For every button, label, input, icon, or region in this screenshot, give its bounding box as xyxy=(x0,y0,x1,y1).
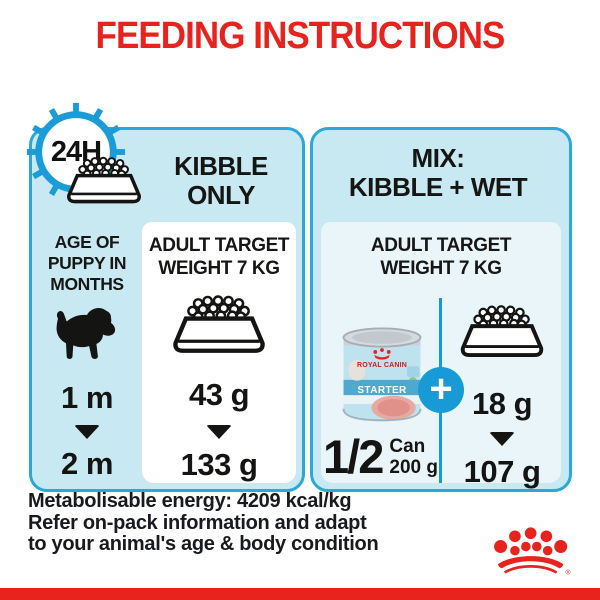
mix-kibble-end-value: 107 g xyxy=(463,454,541,489)
registered-mark: ® xyxy=(565,569,570,577)
footer-note-line3: to your animal's age & body condition xyxy=(28,533,379,555)
royal-canin-crown-logo: ® xyxy=(491,527,573,577)
mix-amount-box: ADULT TARGET WEIGHT 7 KG xyxy=(321,222,561,489)
can-brand-label: ROYAL CANIN xyxy=(356,362,408,369)
age-start-value: 1 m xyxy=(61,380,113,415)
mix-header-line2: KIBBLE + WET xyxy=(348,172,528,202)
age-heading-line3: MONTHS xyxy=(50,274,124,294)
page-title: FEEDING INSTRUCTIONS xyxy=(95,15,506,57)
kibble-bowl-icon xyxy=(62,152,146,216)
wet-amount: 1/2 Can 200 g xyxy=(321,429,440,484)
down-arrow-icon xyxy=(206,425,232,439)
footer-note-line2: Refer on-pack information and adapt xyxy=(28,511,367,534)
bottom-red-bar xyxy=(0,588,600,600)
mix-heading-line2: WEIGHT 7 KG xyxy=(380,258,502,279)
footer-note: Metabolisable energy: 4209 kcal/kg Refer… xyxy=(28,490,458,556)
age-column: AGE OF PUPPY IN MONTHS 1 m 2 m xyxy=(32,222,142,483)
can-unit-label: Can xyxy=(389,435,426,457)
footer-note-line1: Metabolisable energy: 4209 kcal/kg xyxy=(28,490,352,512)
age-column-heading: AGE OF PUPPY IN MONTHS xyxy=(47,232,127,295)
kibble-only-header-line2: ONLY xyxy=(187,180,255,210)
kibble-end-value: 133 g xyxy=(180,447,258,482)
puppy-icon xyxy=(50,307,124,370)
kibble-amount-box: ADULT TARGET WEIGHT 7 KG xyxy=(142,222,296,483)
kibble-start-value: 43 g xyxy=(188,377,250,412)
can-weight-label: 200 g xyxy=(389,456,438,478)
kibble-target-weight-heading: ADULT TARGET WEIGHT 7 KG xyxy=(148,234,290,280)
kibble-heading-line2: WEIGHT 7 KG xyxy=(158,258,280,279)
wet-can-image: ROYAL CANIN STARTER xyxy=(334,326,430,426)
kibble-only-header-line1: KIBBLE xyxy=(174,151,268,181)
can-fraction-value: 1/2 xyxy=(323,430,384,483)
mix-kibble-start-value: 18 g xyxy=(471,386,533,421)
kibble-bowl-icon xyxy=(455,304,549,372)
down-arrow-icon xyxy=(74,425,100,439)
age-heading-line1: AGE OF xyxy=(54,232,120,252)
age-end-value: 2 m xyxy=(61,446,113,481)
mix-heading-line1: ADULT TARGET xyxy=(370,235,512,256)
can-product-label: STARTER xyxy=(357,385,407,396)
kibble-only-header: KIBBLE ONLY xyxy=(150,152,292,210)
kibble-heading-line1: ADULT TARGET xyxy=(148,235,290,256)
mix-target-weight-heading: ADULT TARGET WEIGHT 7 KG xyxy=(321,234,561,280)
mix-header-line1: MIX: xyxy=(411,143,465,173)
kibble-only-panel: 24H KIBBLE ONLY AGE xyxy=(26,102,305,492)
mix-kibble-wet-panel: MIX: KIBBLE + WET ADULT TARGET WEIGHT 7 … xyxy=(310,127,572,492)
down-arrow-icon xyxy=(489,432,515,446)
plus-icon: + xyxy=(418,367,464,413)
age-heading-line2: PUPPY IN xyxy=(47,253,127,273)
mix-header: MIX: KIBBLE + WET xyxy=(313,144,563,202)
mix-kibble-column: 18 g 107 g xyxy=(443,298,561,490)
clock-24h-icon: 24H xyxy=(22,98,130,206)
kibble-bowl-icon xyxy=(167,294,271,369)
